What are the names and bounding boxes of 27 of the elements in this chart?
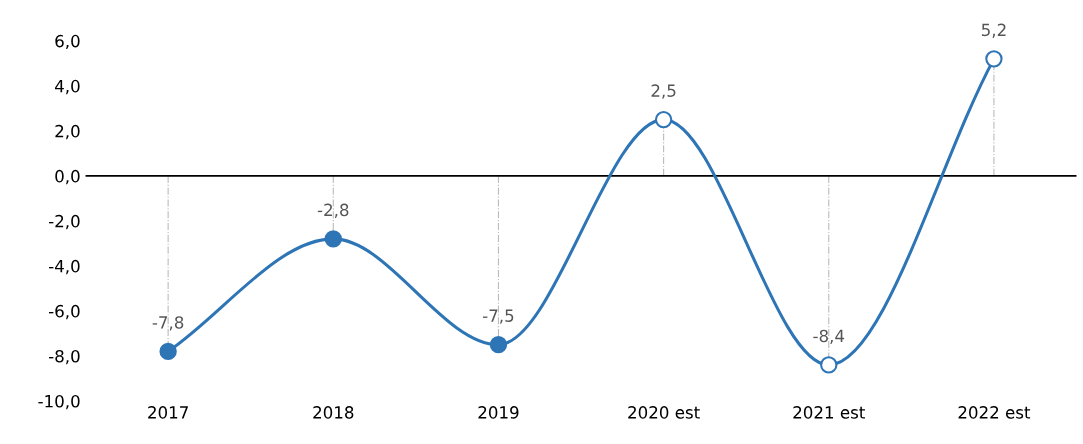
data-label: -7,8	[152, 316, 184, 331]
x-tick-label: 2017	[148, 406, 188, 419]
point	[159, 342, 177, 361]
y-tick-label: -6,0	[48, 304, 80, 320]
data-label: 5,2	[981, 23, 1006, 38]
y-tick-label: 4,0	[55, 79, 80, 95]
y-tick-label: 0,0	[55, 169, 80, 185]
y-tick-label: -2,0	[48, 214, 80, 230]
x-tick-label: 2019	[478, 406, 519, 419]
x-tick-label: 2021 est	[793, 406, 865, 419]
point	[489, 335, 508, 354]
y-tick-label: -4,0	[48, 259, 80, 275]
y-tick-label: 2,0	[55, 124, 80, 140]
x-tick-label: 2022 est	[958, 406, 1031, 419]
x-tick-label: 2018	[313, 406, 354, 419]
y-tick-label: 6,0	[55, 34, 80, 50]
data-label: 2,5	[651, 84, 676, 99]
data-label: -8,4	[813, 329, 845, 344]
point	[654, 110, 673, 129]
data-label: -7,5	[483, 309, 514, 324]
point	[324, 230, 342, 248]
x-tick-label: 2020 est	[628, 406, 700, 419]
data-label: -2,8	[317, 203, 349, 218]
y-tick-label: -8,0	[48, 349, 80, 365]
point	[985, 50, 1003, 68]
point	[820, 356, 838, 374]
y-tick-label: -10,0	[38, 394, 80, 410]
